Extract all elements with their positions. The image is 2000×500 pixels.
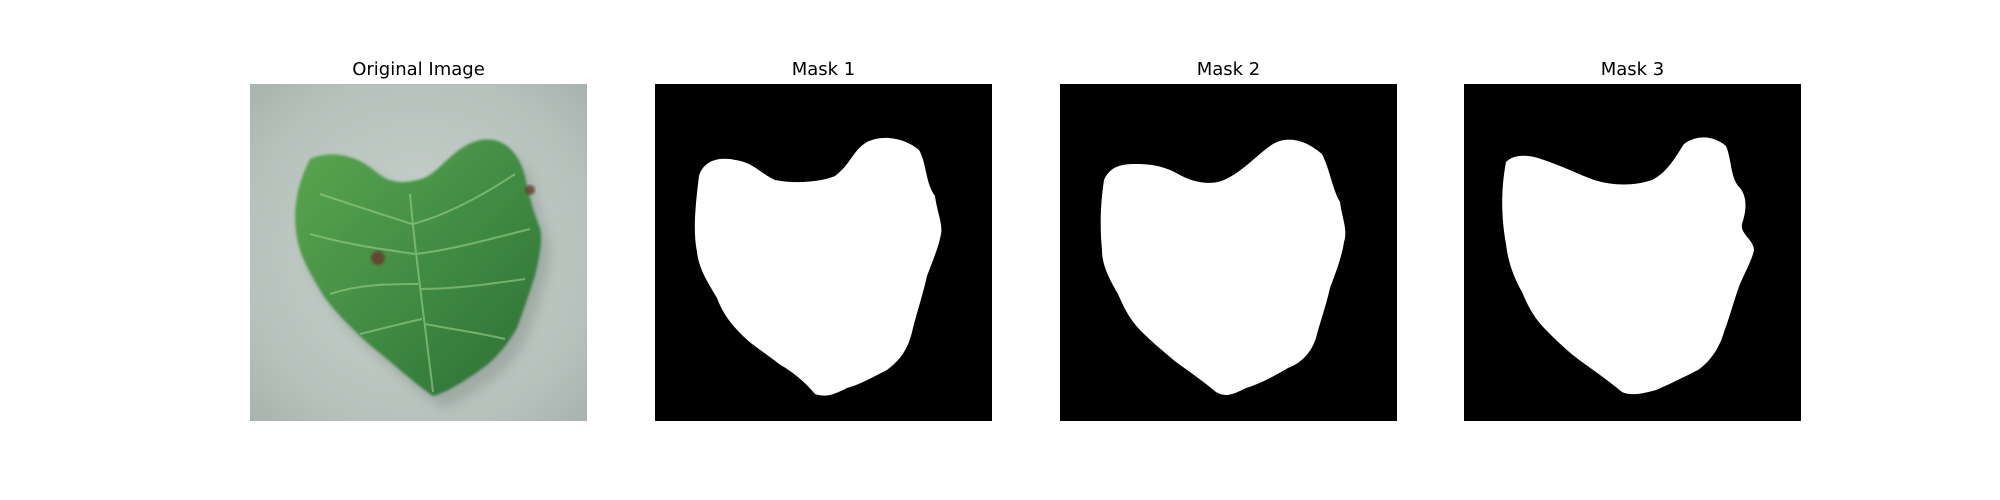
panel-title-mask-2: Mask 2	[1196, 59, 1261, 80]
leaf-veins	[309, 173, 531, 393]
mask-2-region	[1100, 139, 1346, 395]
panel-title-mask-1: Mask 1	[791, 59, 856, 80]
mask-2-image	[1060, 84, 1397, 421]
panel-title-original: Original Image	[352, 59, 485, 80]
mask-1-region	[694, 137, 942, 396]
mask-3-region	[1502, 137, 1754, 395]
leaf-lesion-1	[371, 251, 385, 265]
original-leaf-photo	[250, 84, 587, 421]
panel-mask-2: Mask 2	[1060, 0, 1397, 425]
mask-3-image	[1464, 84, 1801, 421]
mask-1-image	[655, 84, 992, 421]
panel-original-image: Original Image	[250, 0, 587, 425]
panel-mask-1: Mask 1	[655, 0, 992, 425]
panel-title-mask-3: Mask 3	[1600, 59, 1665, 80]
panel-mask-3: Mask 3	[1464, 0, 1801, 425]
leaf-lesion-2	[525, 185, 535, 195]
